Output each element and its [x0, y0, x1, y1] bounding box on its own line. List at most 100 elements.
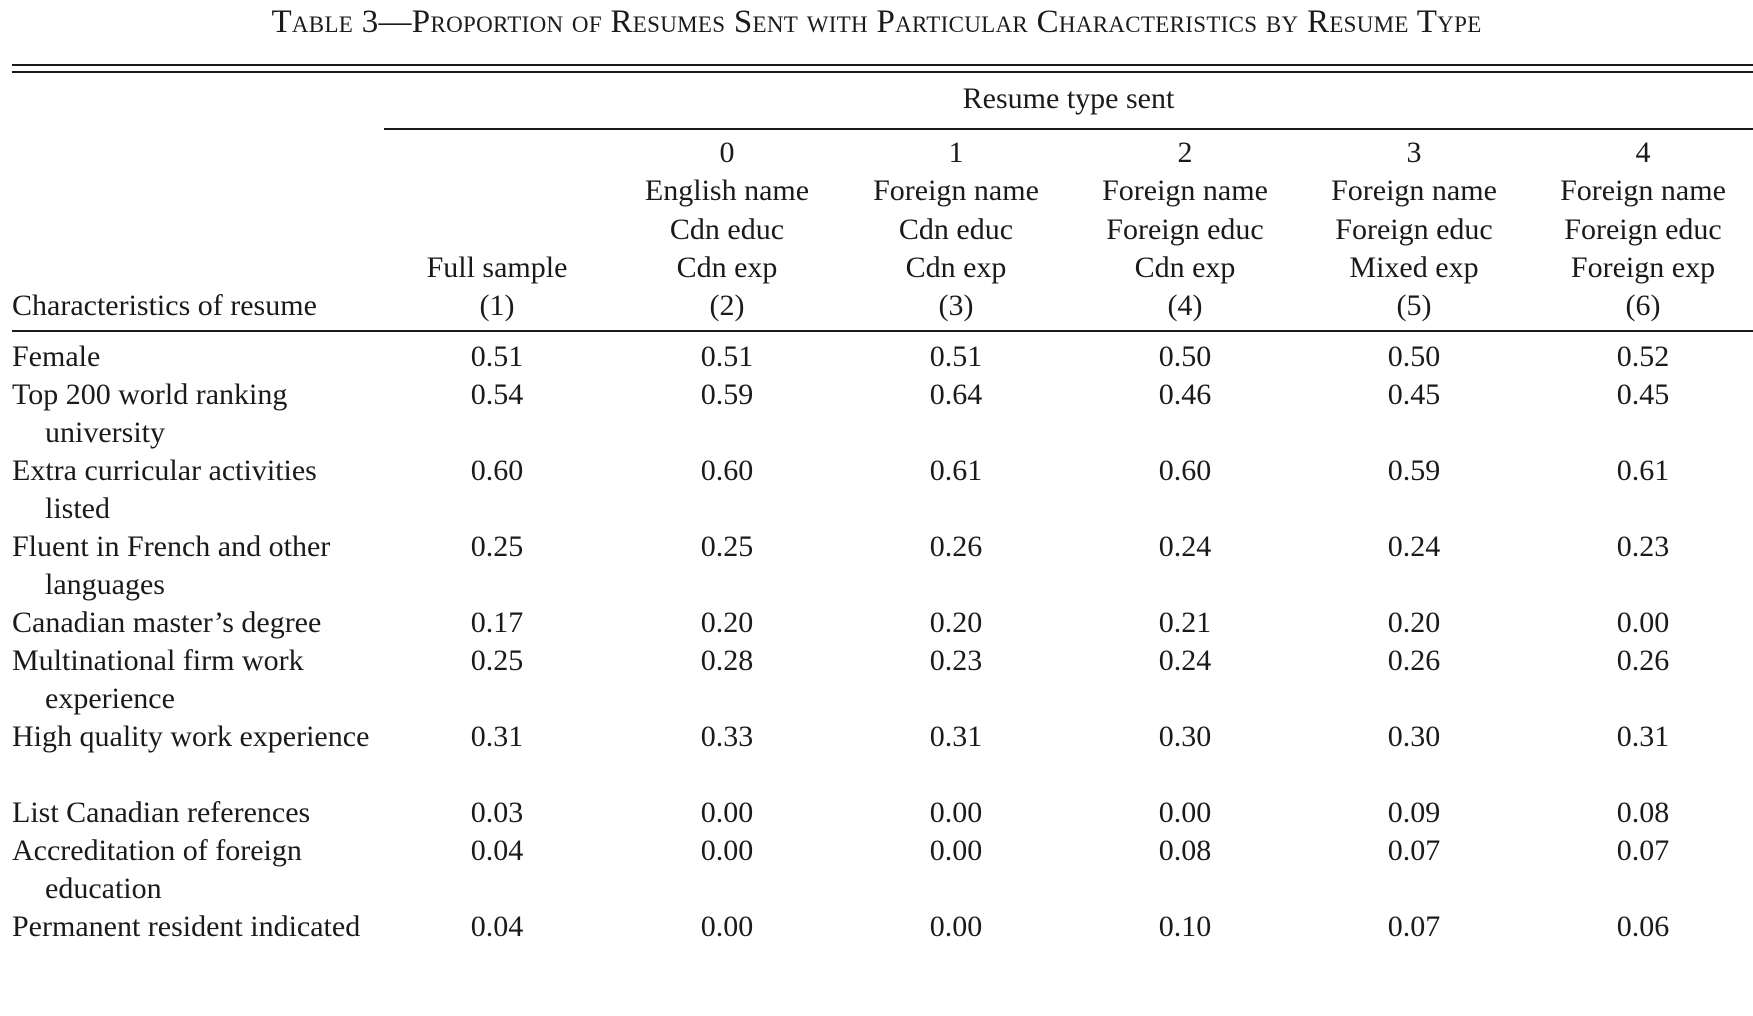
top-rule-second	[12, 71, 1753, 73]
table-cell: 0.25	[700, 530, 754, 563]
column-header-line: Foreign name	[1560, 174, 1726, 208]
table-cell: 0.26	[1616, 644, 1670, 677]
table-cell: 0.25	[470, 644, 524, 677]
table-cell: 0.24	[1158, 530, 1212, 563]
table-cell: 0.51	[470, 340, 524, 373]
column-spanner: Resume type sent	[962, 82, 1175, 115]
table-cell: 0.00	[1616, 606, 1670, 639]
column-header-line: Foreign educ	[1335, 212, 1493, 246]
table-cell: 0.10	[1158, 910, 1212, 943]
row-label: High quality work experience	[12, 720, 370, 753]
table-cell: 0.30	[1387, 720, 1441, 753]
header-rule	[12, 330, 1753, 332]
table-cell: 0.20	[700, 606, 754, 639]
column-header-line: Cdn exp	[676, 250, 778, 284]
column-header-line: Cdn exp	[905, 250, 1007, 284]
top-rule	[12, 64, 1753, 66]
table-cell: 0.59	[1387, 454, 1441, 487]
table-cell: 0.00	[700, 910, 754, 943]
table-cell: 0.51	[700, 340, 754, 373]
table-cell: 0.00	[929, 910, 983, 943]
table-cell: 0.26	[929, 530, 983, 563]
table-cell: 0.21	[1158, 606, 1212, 639]
column-header-line: Mixed exp	[1349, 250, 1479, 284]
row-label: Permanent resident indicated	[12, 910, 361, 943]
table-cell: 0.51	[929, 340, 983, 373]
column-header-line: Full sample	[426, 250, 568, 284]
table-cell: 0.60	[1158, 454, 1212, 487]
table-title: Table 3—Proportion of Resumes Sent with …	[271, 4, 1482, 40]
spanner-rule	[384, 128, 1753, 130]
column-header-line: (4)	[1167, 289, 1203, 323]
column-header-line: Foreign name	[1102, 174, 1268, 208]
row-label: Fluent in French and other languages	[12, 530, 331, 601]
table-cell: 0.31	[929, 720, 983, 753]
table-cell: 0.23	[929, 644, 983, 677]
row-label: Extra curricular activities listed	[12, 454, 317, 525]
table-cell: 0.04	[470, 834, 524, 867]
column-header-line: Cdn educ	[669, 212, 785, 246]
table-cell: 0.30	[1158, 720, 1212, 753]
table-cell: 0.59	[700, 378, 754, 411]
table-cell: 0.08	[1616, 796, 1670, 829]
stub-header: Characteristics of resume	[12, 289, 317, 322]
table-cell: 0.60	[700, 454, 754, 487]
table-cell: 0.17	[470, 606, 524, 639]
table-cell: 0.50	[1158, 340, 1212, 373]
table-cell: 0.52	[1616, 340, 1670, 373]
table-cell: 0.20	[1387, 606, 1441, 639]
column-header-line: (5)	[1396, 289, 1432, 323]
table-cell: 0.64	[929, 378, 983, 411]
column-header-line: English name	[644, 174, 810, 208]
table-cell: 0.00	[700, 796, 754, 829]
table-cell: 0.00	[1158, 796, 1212, 829]
column-header-line: (3)	[938, 289, 974, 323]
table-cell: 0.25	[470, 530, 524, 563]
table-cell: 0.46	[1158, 378, 1212, 411]
table-cell: 0.09	[1387, 796, 1441, 829]
column-header-line: Cdn educ	[898, 212, 1014, 246]
column-header-line: Foreign educ	[1106, 212, 1264, 246]
table-cell: 0.24	[1158, 644, 1212, 677]
table-cell: 0.06	[1616, 910, 1670, 943]
table-cell: 0.50	[1387, 340, 1441, 373]
column-header-line: 4	[1635, 136, 1651, 169]
table-cell: 0.31	[1616, 720, 1670, 753]
table-cell: 0.33	[700, 720, 754, 753]
table-cell: 0.00	[929, 796, 983, 829]
column-header-line: (2)	[709, 289, 745, 323]
column-header-line: Cdn exp	[1134, 250, 1236, 284]
column-header-line: 2	[1177, 136, 1193, 169]
table-cell: 0.07	[1387, 834, 1441, 867]
table-cell: 0.28	[700, 644, 754, 677]
column-header-line: Foreign educ	[1564, 212, 1722, 246]
column-header-line: 1	[948, 136, 964, 169]
column-header-line: 3	[1406, 136, 1422, 169]
table-cell: 0.26	[1387, 644, 1441, 677]
row-label: Multinational firm work experience	[12, 644, 304, 715]
table-cell: 0.04	[470, 910, 524, 943]
table-cell: 0.08	[1158, 834, 1212, 867]
row-label: List Canadian references	[12, 796, 311, 829]
table-cell: 0.00	[700, 834, 754, 867]
column-header-line: Foreign name	[873, 174, 1039, 208]
column-header-line: Foreign exp	[1570, 250, 1716, 284]
table-cell: 0.60	[470, 454, 524, 487]
table-cell: 0.54	[470, 378, 524, 411]
table-cell: 0.61	[929, 454, 983, 487]
table-cell: 0.23	[1616, 530, 1670, 563]
table-cell: 0.45	[1616, 378, 1670, 411]
table-cell: 0.07	[1616, 834, 1670, 867]
row-label: Female	[12, 340, 101, 373]
table-cell: 0.31	[470, 720, 524, 753]
table-cell: 0.07	[1387, 910, 1441, 943]
column-header-line: Foreign name	[1331, 174, 1497, 208]
column-header-line: 0	[719, 136, 735, 169]
table-cell: 0.20	[929, 606, 983, 639]
column-header-line: (6)	[1625, 289, 1661, 323]
table-cell: 0.61	[1616, 454, 1670, 487]
table-cell: 0.00	[929, 834, 983, 867]
table-cell: 0.45	[1387, 378, 1441, 411]
row-label: Accreditation of foreign education	[12, 834, 302, 905]
table-cell: 0.03	[470, 796, 524, 829]
